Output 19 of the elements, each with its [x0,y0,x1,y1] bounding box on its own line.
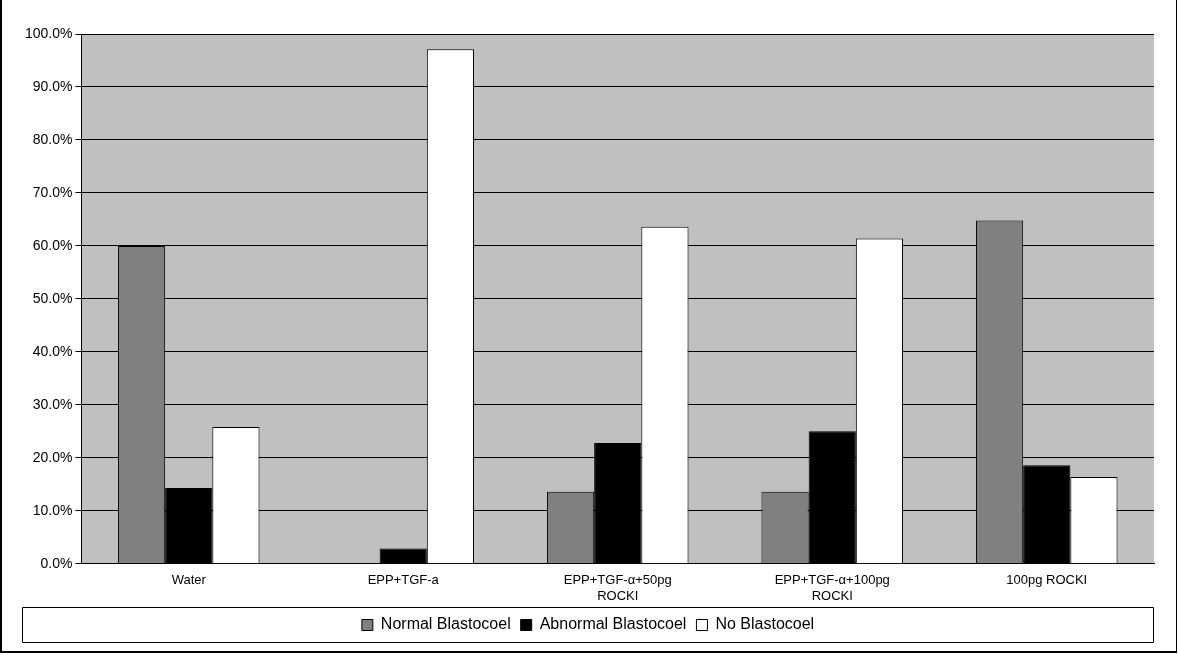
x-tick-label: EPP+TGF-α+50pg ROCKI [563,572,672,603]
y-tick-label: 70.0% [32,183,73,200]
x-tick-label: EPP+TGF-α+100pg ROCKI [774,572,890,603]
y-tick-label: 60.0% [32,236,73,253]
y-tick-label: 10.0% [32,501,73,518]
y-tick-label: 90.0% [32,77,73,94]
y-tick-label: 100.0% [25,24,73,41]
legend-label: Abnormal Blastocoel [539,615,687,633]
x-tick-label: Water [171,572,207,588]
y-tick-label: 80.0% [32,130,73,147]
legend-label: Normal Blastocoel [380,615,511,633]
legend-label: No Blastocoel [715,615,815,633]
x-tick-label: 100pg ROCKI [1006,572,1088,588]
y-tick-label: 50.0% [32,289,73,306]
y-tick-label: 20.0% [32,448,73,465]
x-tick-label: EPP+TGF-a [367,572,440,588]
y-tick-label: 40.0% [32,342,73,359]
y-tick-label: 0.0% [40,554,73,571]
y-tick-label: 30.0% [32,395,73,412]
